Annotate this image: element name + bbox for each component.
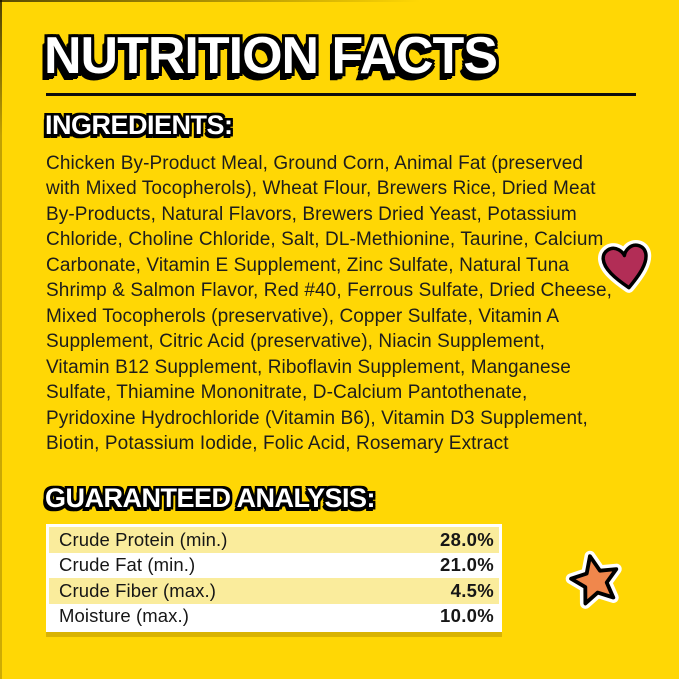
table-row: Moisture (max.) 10.0% bbox=[49, 604, 499, 630]
heart-icon bbox=[593, 234, 659, 300]
star-icon bbox=[557, 542, 633, 618]
table-row: Crude Fiber (max.) 4.5% bbox=[49, 578, 499, 604]
left-edge-shadow bbox=[0, 0, 2, 679]
row-value: 10.0% bbox=[440, 605, 494, 627]
ingredients-list: Chicken By-Product Meal, Ground Corn, An… bbox=[46, 153, 613, 454]
ingredients-heading: INGREDIENTS: bbox=[45, 110, 233, 140]
row-label: Crude Fiber (max.) bbox=[59, 579, 217, 601]
row-value: 21.0% bbox=[440, 554, 494, 576]
table-row: Crude Fat (min.) 21.0% bbox=[49, 553, 499, 579]
row-label: Moisture (max.) bbox=[59, 605, 189, 627]
title-divider bbox=[46, 93, 636, 96]
table-row: Crude Protein (min.) 28.0% bbox=[49, 527, 499, 553]
guaranteed-analysis-heading: GUARANTEED ANALYSIS: bbox=[45, 483, 376, 513]
page-title: NUTRITION FACTS bbox=[44, 27, 498, 85]
row-label: Crude Protein (min.) bbox=[59, 528, 228, 550]
top-edge-shadow bbox=[0, 0, 420, 2]
row-value: 4.5% bbox=[450, 579, 494, 601]
guaranteed-analysis-table: Crude Protein (min.) 28.0% Crude Fat (mi… bbox=[46, 524, 502, 632]
row-label: Crude Fat (min.) bbox=[59, 554, 196, 576]
row-value: 28.0% bbox=[440, 528, 494, 550]
